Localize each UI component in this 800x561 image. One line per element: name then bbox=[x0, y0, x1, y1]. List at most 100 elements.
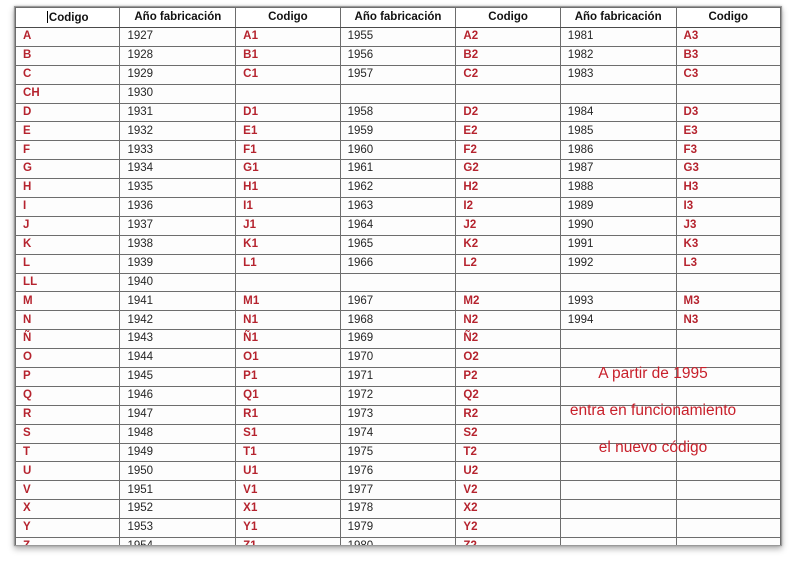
cell-code[interactable]: H1 bbox=[235, 178, 341, 199]
cell-code[interactable]: F1 bbox=[235, 140, 341, 161]
column-header-year2[interactable]: Año fabricación bbox=[339, 7, 457, 28]
cell-code[interactable]: M bbox=[15, 291, 121, 312]
cell-code[interactable]: Q1 bbox=[235, 385, 341, 406]
cell-code[interactable]: M3 bbox=[675, 291, 781, 312]
cell-empty[interactable] bbox=[559, 442, 677, 463]
cell-empty[interactable] bbox=[559, 348, 677, 369]
cell-code[interactable]: O bbox=[15, 348, 121, 369]
cell-empty[interactable] bbox=[559, 83, 677, 104]
cell-year[interactable]: 1954 bbox=[119, 537, 237, 545]
cell-empty[interactable] bbox=[675, 518, 781, 539]
cell-year[interactable]: 1978 bbox=[339, 499, 457, 520]
cell-year[interactable]: 1982 bbox=[559, 45, 677, 66]
cell-code[interactable]: P1 bbox=[235, 367, 341, 387]
cell-code[interactable]: C3 bbox=[675, 64, 781, 85]
cell-code[interactable]: L2 bbox=[455, 253, 561, 274]
cell-code[interactable]: Ñ bbox=[15, 329, 121, 350]
column-header-code4[interactable]: Codigo bbox=[675, 7, 781, 28]
cell-code[interactable]: P2 bbox=[455, 367, 561, 387]
cell-year[interactable]: 1962 bbox=[339, 178, 457, 199]
cell-code[interactable]: S2 bbox=[455, 423, 561, 444]
cell-year[interactable]: 1937 bbox=[119, 215, 237, 236]
cell-year[interactable]: 1966 bbox=[339, 253, 457, 274]
cell-year[interactable]: 1959 bbox=[339, 121, 457, 142]
cell-code[interactable]: X bbox=[15, 499, 121, 520]
cell-code[interactable]: Y bbox=[15, 518, 121, 539]
cell-code[interactable]: Z2 bbox=[455, 537, 561, 545]
cell-code[interactable]: G bbox=[15, 159, 121, 180]
cell-year[interactable]: 1993 bbox=[559, 291, 677, 312]
cell-empty[interactable] bbox=[559, 423, 677, 444]
cell-code[interactable]: J3 bbox=[675, 215, 781, 236]
cell-code[interactable]: X1 bbox=[235, 499, 341, 520]
cell-year[interactable]: 1983 bbox=[559, 64, 677, 85]
cell-empty[interactable] bbox=[675, 423, 781, 444]
cell-year[interactable]: 1958 bbox=[339, 102, 457, 123]
cell-year[interactable]: 1971 bbox=[339, 367, 457, 387]
cell-code[interactable]: F3 bbox=[675, 140, 781, 161]
cell-code[interactable]: K bbox=[15, 234, 121, 255]
cell-code[interactable]: M2 bbox=[455, 291, 561, 312]
cell-year[interactable]: 1942 bbox=[119, 310, 237, 331]
cell-empty[interactable] bbox=[675, 83, 781, 104]
cell-code[interactable]: D bbox=[15, 102, 121, 123]
cell-code[interactable]: N bbox=[15, 310, 121, 331]
cell-code[interactable]: M1 bbox=[235, 291, 341, 312]
cell-year[interactable]: 1970 bbox=[339, 348, 457, 369]
cell-year[interactable]: 1951 bbox=[119, 480, 237, 501]
cell-year[interactable]: 1940 bbox=[119, 272, 237, 293]
cell-year[interactable]: 1929 bbox=[119, 64, 237, 85]
cell-year[interactable]: 1936 bbox=[119, 197, 237, 217]
cell-year[interactable]: 1972 bbox=[339, 385, 457, 406]
cell-empty[interactable] bbox=[559, 499, 677, 520]
cell-year[interactable]: 1931 bbox=[119, 102, 237, 123]
cell-code[interactable]: S bbox=[15, 423, 121, 444]
cell-year[interactable]: 1984 bbox=[559, 102, 677, 123]
cell-year[interactable]: 1990 bbox=[559, 215, 677, 236]
cell-code[interactable]: E1 bbox=[235, 121, 341, 142]
cell-year[interactable]: 1953 bbox=[119, 518, 237, 539]
cell-code[interactable]: C1 bbox=[235, 64, 341, 85]
cell-year[interactable]: 1961 bbox=[339, 159, 457, 180]
cell-year[interactable]: 1930 bbox=[119, 83, 237, 104]
cell-code[interactable]: G3 bbox=[675, 159, 781, 180]
cell-code[interactable]: L3 bbox=[675, 253, 781, 274]
cell-code[interactable]: P bbox=[15, 367, 121, 387]
cell-empty[interactable] bbox=[559, 537, 677, 545]
cell-code[interactable]: R1 bbox=[235, 404, 341, 425]
cell-empty[interactable] bbox=[559, 480, 677, 501]
cell-code[interactable]: H bbox=[15, 178, 121, 199]
cell-year[interactable]: 1974 bbox=[339, 423, 457, 444]
column-header-year3[interactable]: Año fabricación bbox=[559, 7, 677, 28]
cell-year[interactable]: 1975 bbox=[339, 442, 457, 463]
cell-year[interactable]: 1957 bbox=[339, 64, 457, 85]
cell-empty[interactable] bbox=[675, 272, 781, 293]
cell-year[interactable]: 1935 bbox=[119, 178, 237, 199]
cell-code[interactable]: A bbox=[15, 27, 121, 47]
cell-code[interactable]: I bbox=[15, 197, 121, 217]
cell-year[interactable]: 1928 bbox=[119, 45, 237, 66]
cell-year[interactable]: 1932 bbox=[119, 121, 237, 142]
cell-code[interactable]: B2 bbox=[455, 45, 561, 66]
cell-year[interactable]: 1991 bbox=[559, 234, 677, 255]
cell-code[interactable]: S1 bbox=[235, 423, 341, 444]
cell-code[interactable]: CH bbox=[15, 83, 121, 104]
cell-code[interactable]: LL bbox=[15, 272, 121, 293]
cell-code[interactable]: X2 bbox=[455, 499, 561, 520]
cell-year[interactable]: 1943 bbox=[119, 329, 237, 350]
cell-year[interactable]: 1956 bbox=[339, 45, 457, 66]
cell-code[interactable]: Y1 bbox=[235, 518, 341, 539]
cell-code[interactable]: U bbox=[15, 461, 121, 482]
cell-code[interactable]: A2 bbox=[455, 27, 561, 47]
cell-code[interactable]: B1 bbox=[235, 45, 341, 66]
cell-code[interactable]: J bbox=[15, 215, 121, 236]
cell-code[interactable]: L1 bbox=[235, 253, 341, 274]
cell-empty[interactable] bbox=[675, 442, 781, 463]
cell-empty[interactable] bbox=[559, 367, 677, 387]
cell-code[interactable]: R2 bbox=[455, 404, 561, 425]
cell-empty[interactable] bbox=[559, 461, 677, 482]
cell-year[interactable]: 1955 bbox=[339, 27, 457, 47]
cell-code[interactable]: R bbox=[15, 404, 121, 425]
cell-code[interactable]: U1 bbox=[235, 461, 341, 482]
cell-year[interactable]: 1980 bbox=[339, 537, 457, 545]
